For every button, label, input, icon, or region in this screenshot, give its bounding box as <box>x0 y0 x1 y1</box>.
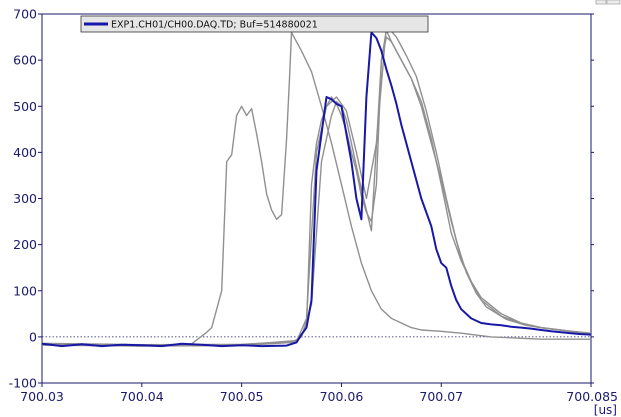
x-tick-label: 700.04 <box>120 389 164 404</box>
legend[interactable]: EXP1.CH01/CH00.DAQ.TD; Buf=514880021 <box>80 15 429 33</box>
y-tick-label: -100 <box>9 376 37 391</box>
y-tick-label: 200 <box>13 237 37 252</box>
x-axis-tick-labels: 700.03 700.04 700.05 700.06 700.07 700.085 <box>20 389 618 404</box>
x-tick-label: 700.085 <box>566 389 618 404</box>
overlay-trace-3 <box>41 24 592 346</box>
legend-box <box>80 15 429 33</box>
y-tick-label: 300 <box>13 191 37 206</box>
main-trace-line <box>41 31 592 348</box>
overlay-trace-4 <box>41 36 592 346</box>
y-axis-tick-labels: 700 600 500 400 300 200 100 0 -100 <box>9 7 37 391</box>
overlay-trace-1 <box>41 31 591 347</box>
x-tick-label: 700.06 <box>320 389 364 404</box>
x-tick-label: 700.05 <box>220 389 264 404</box>
y-tick-label: 400 <box>13 145 37 160</box>
y-tick-label: 100 <box>13 283 37 298</box>
y-tick-label: 700 <box>13 7 37 22</box>
tick-marks-group <box>38 13 594 387</box>
x-tick-label: 700.03 <box>20 389 64 404</box>
main-trace-group <box>41 31 592 348</box>
y-tick-label: 500 <box>13 99 37 114</box>
plot-area <box>41 13 592 384</box>
y-tick-label: 600 <box>13 53 37 68</box>
x-tick-label: 700.07 <box>419 389 463 404</box>
corner-button-2[interactable] <box>606 0 621 5</box>
legend-label: EXP1.CH01/CH00.DAQ.TD; Buf=514880021 <box>111 20 318 31</box>
x-axis-unit-label: [us] <box>594 403 617 417</box>
window-corner-control[interactable] <box>595 0 621 5</box>
y-tick-label: 0 <box>29 329 37 344</box>
corner-button-1[interactable] <box>595 0 607 5</box>
